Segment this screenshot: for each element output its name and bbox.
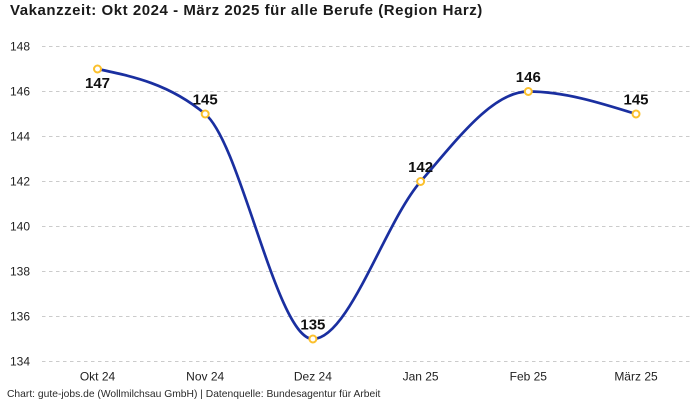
svg-text:Jan 25: Jan 25	[403, 370, 439, 384]
svg-text:140: 140	[10, 220, 30, 234]
svg-text:Dez 24: Dez 24	[294, 370, 332, 384]
svg-text:147: 147	[85, 75, 110, 92]
svg-text:Feb 25: Feb 25	[510, 370, 548, 384]
svg-text:Vakanzzeit: Okt 2024 - März 20: Vakanzzeit: Okt 2024 - März 2025 für all…	[10, 2, 483, 19]
svg-text:142: 142	[10, 175, 30, 189]
svg-text:138: 138	[10, 265, 30, 279]
svg-text:März 25: März 25	[614, 370, 658, 384]
svg-text:Chart: gute-jobs.de (Wollmilch: Chart: gute-jobs.de (Wollmilchsau GmbH) …	[7, 389, 380, 400]
svg-text:146: 146	[516, 69, 541, 86]
svg-text:144: 144	[10, 130, 30, 144]
svg-text:Nov 24: Nov 24	[186, 370, 224, 384]
svg-text:135: 135	[300, 317, 325, 334]
svg-text:148: 148	[10, 40, 30, 54]
svg-text:Okt 24: Okt 24	[80, 370, 116, 384]
svg-text:142: 142	[408, 159, 433, 176]
svg-text:136: 136	[10, 310, 30, 324]
svg-text:146: 146	[10, 85, 30, 99]
svg-text:145: 145	[623, 92, 648, 109]
svg-text:145: 145	[193, 92, 218, 109]
svg-text:134: 134	[10, 355, 30, 369]
